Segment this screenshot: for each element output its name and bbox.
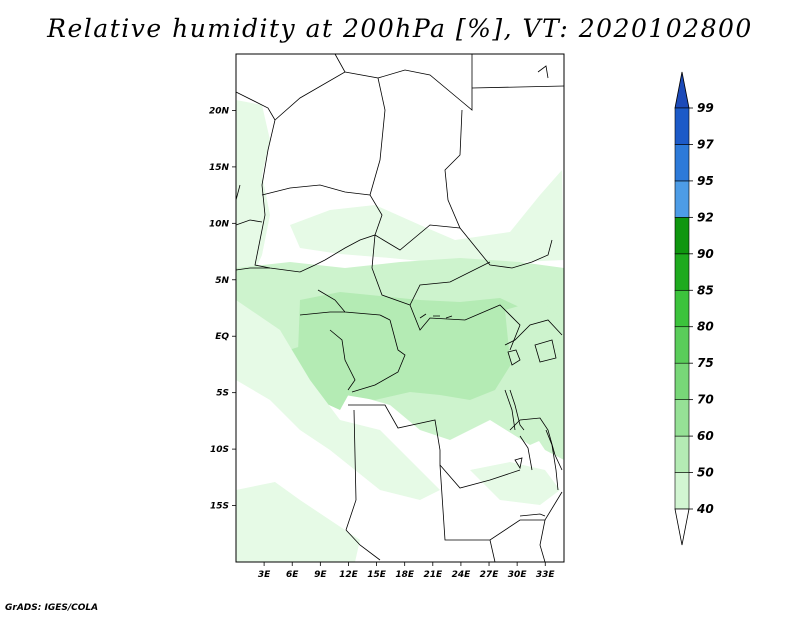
lon-tick-label: 9E: [314, 570, 327, 580]
lat-tick-label: 10N: [209, 219, 230, 229]
colorbar-label: 60: [697, 429, 714, 443]
colorbar-label: 70: [697, 393, 714, 407]
lat-tick-label: 15S: [210, 502, 229, 512]
lon-tick-label: 30E: [508, 570, 528, 580]
lat-tick-label: 10S: [210, 445, 229, 455]
colorbar-swatch: [674, 326, 690, 364]
colorbar-label: 85: [697, 283, 714, 297]
humidity-region-southwest: [236, 482, 360, 562]
colorbar-swatch: [674, 362, 690, 400]
humidity-region-congo-core: [298, 292, 530, 400]
lat-tick-label: 5N: [215, 276, 229, 286]
colorbar-label: 95: [697, 174, 714, 188]
humidity-region-se-patch: [470, 462, 560, 505]
colorbar-swatch: [674, 289, 690, 328]
lon-tick-label: 6E: [286, 570, 299, 580]
country-borders: [235, 53, 565, 563]
lakes: [419, 65, 559, 517]
lon-tick-label: 15E: [367, 570, 387, 580]
humidity-region-west-coast: [236, 100, 270, 285]
lon-tick-label: 33E: [536, 570, 556, 580]
colorbar-swatch: [674, 435, 690, 473]
lon-tick-label: 24E: [452, 570, 472, 580]
lat-tick-label: EQ: [215, 332, 229, 342]
lon-tick-label: 27E: [480, 570, 500, 580]
colorbar-under-arrow: [674, 508, 690, 546]
lon-tick-label: 12E: [339, 570, 359, 580]
map-title: Relative humidity at 200hPa [%], VT: 202…: [47, 14, 753, 43]
colorbar-swatch: [674, 107, 690, 145]
colorbar-label: 75: [697, 356, 714, 370]
map-panel: [235, 53, 565, 563]
colorbar-swatch: [674, 399, 690, 437]
colorbar-label: 40: [696, 502, 714, 516]
lon-tick-label: 18E: [395, 570, 415, 580]
lon-tick-label: 3E: [258, 570, 271, 580]
colorbar-swatch: [674, 180, 690, 218]
humidity-region-north: [290, 170, 564, 262]
colorbar-label: 92: [697, 210, 714, 224]
colorbar-over-arrow: [674, 71, 690, 109]
lat-tick-label: 5S: [216, 389, 229, 399]
latitude-axis: 20N 15N 10N 5N EQ 5S 10S 15S: [209, 106, 236, 512]
lat-tick-label: 20N: [209, 106, 230, 116]
colorbar-swatch: [674, 472, 690, 510]
lon-tick-label: 21E: [423, 570, 443, 580]
colorbar-label: 80: [697, 320, 714, 334]
colorbar-label: 97: [697, 137, 714, 151]
colorbar-label: 99: [697, 101, 714, 115]
colorbar-swatch: [674, 253, 690, 291]
colorbar-label: 50: [697, 466, 714, 480]
humidity-region-east-rift: [505, 300, 564, 460]
colorbar-swatch: [674, 217, 690, 255]
colorbar-swatch: [674, 144, 690, 182]
longitude-axis: 3E 6E 9E 12E 15E 18E 21E 24E 27E 30E 33E: [258, 562, 556, 580]
colorbar-label: 90: [697, 247, 714, 261]
humidity-region-south: [236, 300, 440, 500]
lat-tick-label: 15N: [209, 163, 230, 173]
grads-credit: GrADS: IGES/COLA: [5, 603, 99, 613]
colorbar: 40 50 60 70 75 80 85 90 92 95 97 99: [674, 71, 714, 546]
humidity-region-coast-band: [282, 345, 350, 410]
